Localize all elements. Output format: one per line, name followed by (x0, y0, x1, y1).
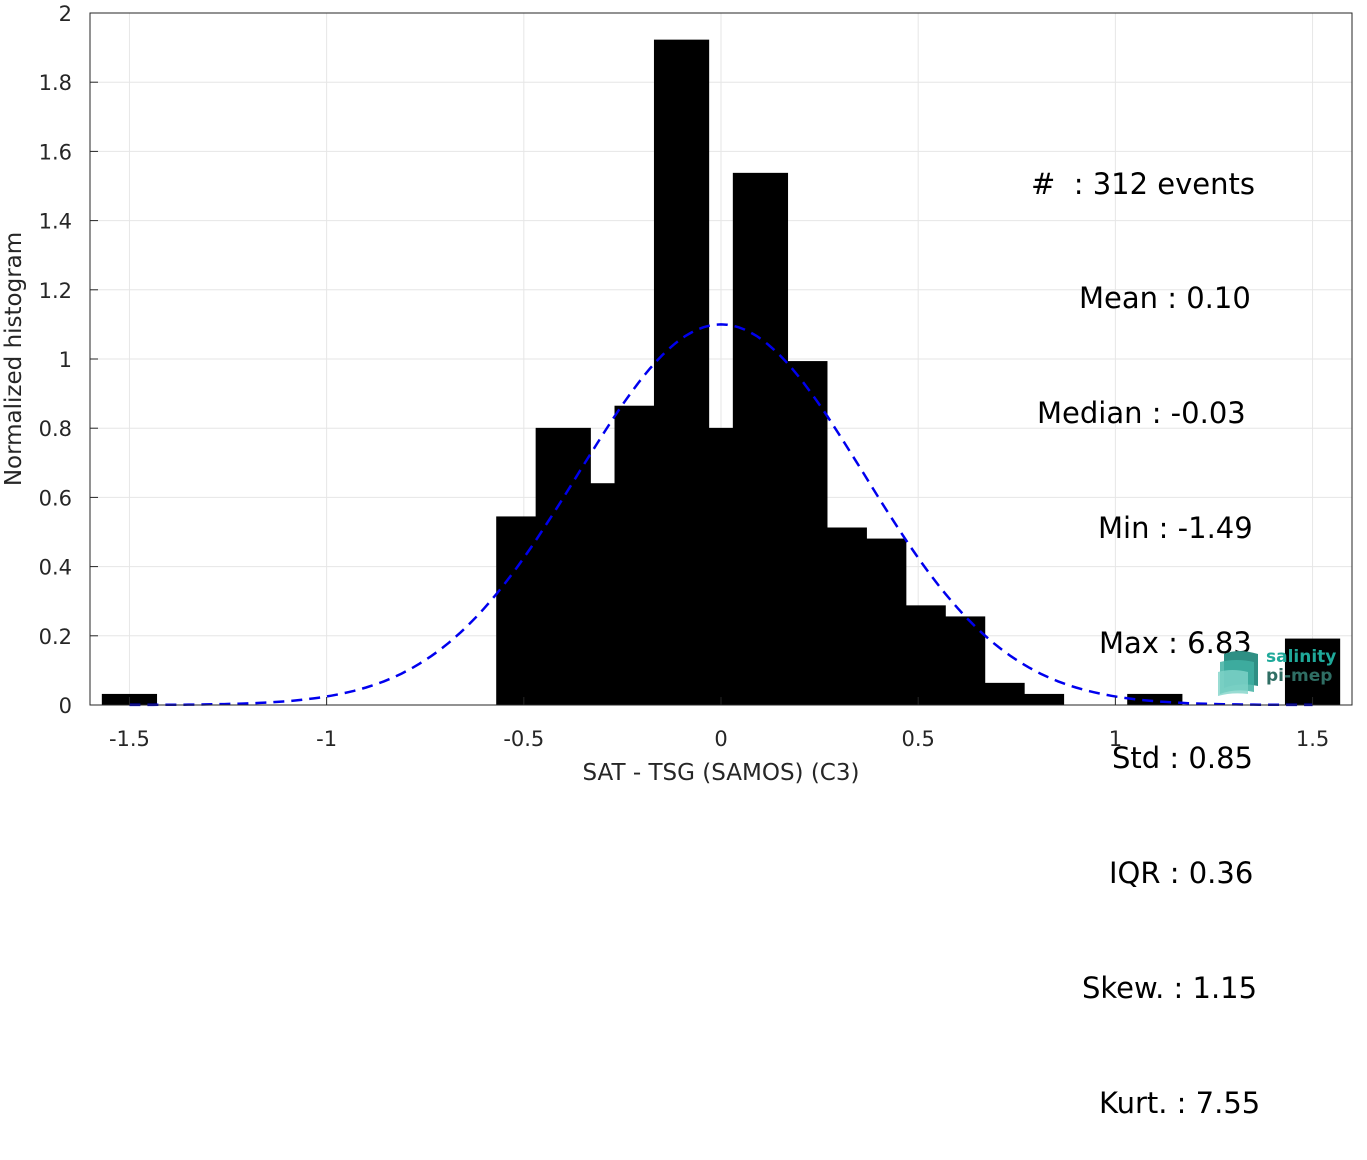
stat-std: Std : 0.85 (1112, 741, 1253, 776)
x-tick-label: -1.5 (109, 727, 150, 751)
y-tick-label: 2 (59, 2, 72, 26)
stat-kurt: Kurt. : 7.55 (1099, 1085, 1261, 1120)
x-tick-label: 1.5 (1296, 727, 1329, 751)
y-tick-label: 1.2 (39, 279, 72, 303)
y-tick-label: 1.4 (39, 210, 72, 234)
statistics-panel: # : 312 events Mean : 0.10 Median : -0.0… (990, 88, 1290, 1160)
y-tick-label: 0.6 (39, 486, 72, 510)
normal-fit-curve (129, 323, 1313, 707)
stat-skew: Skew. : 1.15 (1082, 970, 1258, 1005)
x-axis: -1.5 -1 -0.5 0 0.5 1 1.5 (109, 697, 1329, 751)
salinity-pi-mep-logo: salinity pi-mep (1218, 648, 1348, 696)
stat-min: Min : -1.49 (1098, 511, 1253, 546)
y-tick-label: 0.4 (39, 556, 72, 580)
stat-mean: Mean : 0.10 (1079, 281, 1251, 316)
y-tick-label: 1 (59, 348, 72, 372)
y-tick-label: 0 (59, 694, 72, 718)
stat-median: Median : -0.03 (1037, 396, 1246, 431)
logo-line2: pi-mep (1266, 666, 1333, 686)
y-axis: 0 0.2 0.4 0.6 0.8 1 1.2 1.4 1.6 1.8 2 (39, 2, 98, 718)
x-axis-title: SAT - TSG (SAMOS) (C3) (583, 760, 860, 785)
y-axis-title: Normalized histogram (1, 232, 27, 486)
x-tick-label: -1 (316, 727, 337, 751)
x-tick-label: 0 (714, 727, 727, 751)
histogram-bar (1008, 693, 1065, 705)
logo-line1: salinity (1266, 647, 1337, 667)
y-tick-label: 0.8 (39, 417, 72, 441)
histogram-chart: -1.5 -1 -0.5 0 0.5 1 1.5 0 0.2 0.4 0.6 0.8 1 1.2 1.4 1… (1, 2, 1353, 785)
x-tick-label: -0.5 (503, 727, 544, 751)
histogram-bar (1127, 693, 1183, 705)
bars (101, 39, 1341, 706)
x-tick-label: 1 (1109, 727, 1122, 751)
stat-count: # : 312 events (1031, 166, 1255, 201)
y-tick-label: 1.8 (39, 71, 72, 95)
x-tick-label: 0.5 (901, 727, 934, 751)
wave-logo-icon (1218, 651, 1258, 696)
stat-iqr: IQR : 0.36 (1109, 855, 1254, 890)
y-tick-label: 1.6 (39, 140, 72, 164)
histogram-bar (1284, 638, 1341, 705)
y-tick-label: 0.2 (39, 625, 72, 649)
